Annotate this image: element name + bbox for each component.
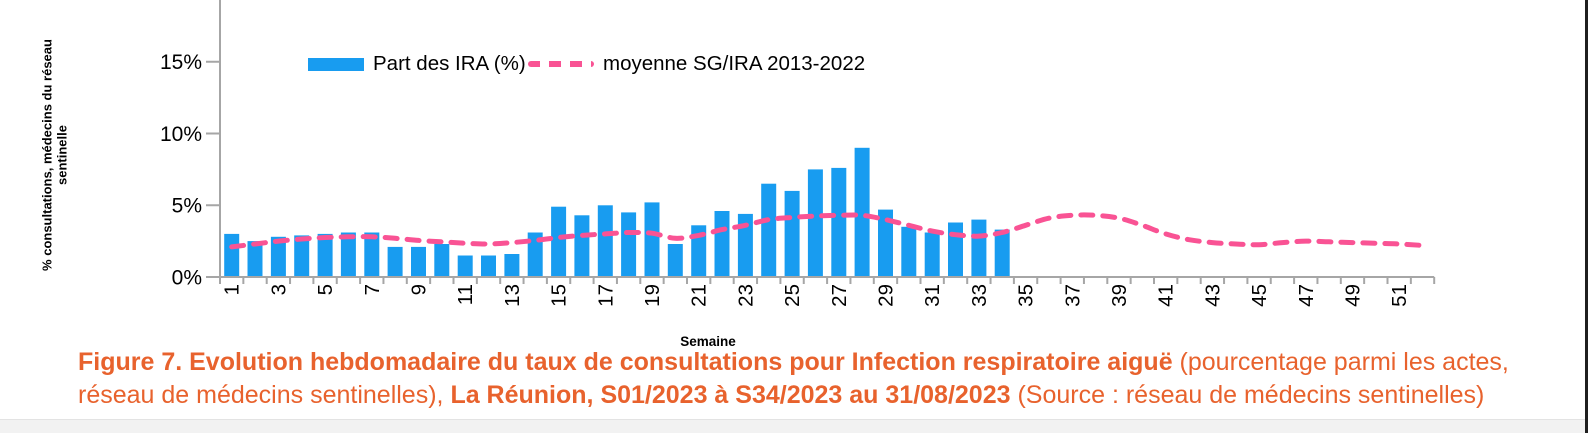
bar-week-28 — [854, 147, 870, 277]
axes: 0%5%10%15%1 3 5 7 9 11 13 15 17 19 21 23 25 27 29 31 33 3… — [160, 0, 1436, 349]
bar-week-26 — [807, 169, 823, 277]
bars-series — [224, 147, 1010, 278]
x-tick-label: 51 — [1388, 284, 1411, 307]
window-right-border — [1585, 0, 1588, 433]
y-axis-title-line2: sentinelle — [54, 125, 70, 185]
bar-week-13 — [504, 254, 520, 277]
y-tick-label: 15% — [160, 51, 202, 74]
x-tick-label: 41 — [1155, 284, 1178, 307]
bar-week-18 — [621, 212, 637, 277]
bar-week-32 — [948, 222, 963, 277]
chart-area: 0% 5% 10% 15% 1 3 5 7 9 11 13 15 17 19 21 23 25 27 29 31 33 3… — [40, 0, 1436, 349]
x-tick-label: 7 — [361, 284, 384, 295]
bar-week-15 — [551, 206, 567, 277]
x-tick-label: 1 — [221, 284, 244, 295]
bar-week-16 — [574, 215, 590, 277]
y-tick-label: 5% — [172, 195, 202, 218]
bar-week-7 — [364, 232, 380, 277]
x-tick-label: 9 — [408, 284, 431, 295]
x-tick-label: 49 — [1342, 284, 1365, 307]
x-tick-label: 21 — [688, 284, 711, 307]
x-tick-label: 23 — [734, 284, 757, 307]
bar-week-2 — [247, 241, 263, 277]
x-tick-label: 15 — [548, 284, 571, 307]
legend-bar-swatch — [308, 57, 364, 71]
y-tick-label: 0% — [172, 266, 202, 289]
x-axis-title: Semaine — [680, 334, 736, 349]
ira-weekly-chart: 0%5%10%15%1 3 5 7 9 11 13 15 17 19 21 23 25 27 29 31 33 3… — [160, 0, 1436, 349]
bar-week-6 — [340, 232, 356, 277]
x-tick-label: 45 — [1248, 284, 1271, 307]
y-axis-title: % consultations, médecins du réseau sent… — [40, 13, 70, 298]
x-tick-label: 5 — [314, 284, 337, 295]
bar-week-20 — [667, 244, 683, 277]
x-tick-label: 47 — [1295, 284, 1318, 307]
x-tick-label: 35 — [1015, 284, 1038, 307]
bar-week-22 — [714, 211, 730, 277]
x-tick-label: 11 — [454, 284, 477, 305]
bar-week-10 — [434, 244, 450, 277]
bar-week-11 — [457, 255, 473, 277]
bar-week-33 — [971, 219, 987, 277]
moyenne-dashed-line — [229, 212, 1425, 250]
bar-week-4 — [294, 235, 310, 277]
x-tick-label: 33 — [968, 284, 991, 307]
x-tick-label: 43 — [1201, 284, 1224, 307]
x-tick-label: 27 — [828, 284, 851, 307]
x-tick-label: 13 — [501, 284, 524, 307]
bar-week-29 — [878, 209, 893, 277]
x-tick-label: 19 — [641, 284, 664, 307]
legend-item-moyenne: moyenne SG/IRA 2013-2022 — [528, 52, 865, 76]
bar-week-8 — [387, 246, 403, 277]
bar-week-34 — [994, 229, 1010, 277]
legend-label-moyenne: moyenne SG/IRA 2013-2022 — [603, 52, 866, 75]
legend-label-ira: Part des IRA (%) — [373, 52, 526, 75]
bar-week-24 — [761, 183, 777, 277]
bar-week-27 — [831, 167, 847, 277]
x-tick-label: 25 — [781, 284, 804, 307]
bottom-window-strip — [0, 419, 1588, 433]
x-tick-label: 31 — [921, 284, 944, 307]
bar-week-5 — [317, 233, 333, 277]
x-tick-label: 3 — [267, 284, 290, 295]
bar-week-9 — [411, 246, 426, 277]
figure-caption-line: réseau de médecins sentinelles), La Réun… — [78, 381, 1485, 409]
bar-week-19 — [644, 202, 660, 277]
figure-caption-line: Figure 7. Evolution hebdomadaire du taux… — [78, 348, 1509, 376]
y-tick-label: 10% — [160, 123, 202, 146]
bar-week-23 — [737, 213, 753, 277]
x-tick-label: 39 — [1108, 284, 1131, 307]
legend-dashed-line-swatch — [528, 61, 594, 67]
bar-week-31 — [924, 232, 940, 277]
bar-week-30 — [901, 226, 917, 277]
legend-item-ira: Part des IRA (%) — [308, 52, 526, 76]
figure-caption: Figure 7. Evolution hebdomadaire du taux… — [78, 346, 1538, 412]
x-tick-label: 17 — [594, 284, 617, 307]
y-axis-title-line1: % consultations, médecins du réseau — [39, 39, 55, 271]
bar-week-17 — [597, 205, 613, 278]
bar-week-1 — [224, 233, 240, 277]
bar-week-12 — [481, 255, 496, 277]
x-tick-label: 29 — [875, 284, 898, 307]
bar-week-25 — [784, 190, 800, 277]
bar-week-14 — [527, 232, 543, 277]
x-tick-label: 37 — [1061, 284, 1084, 307]
bar-week-3 — [270, 236, 286, 277]
